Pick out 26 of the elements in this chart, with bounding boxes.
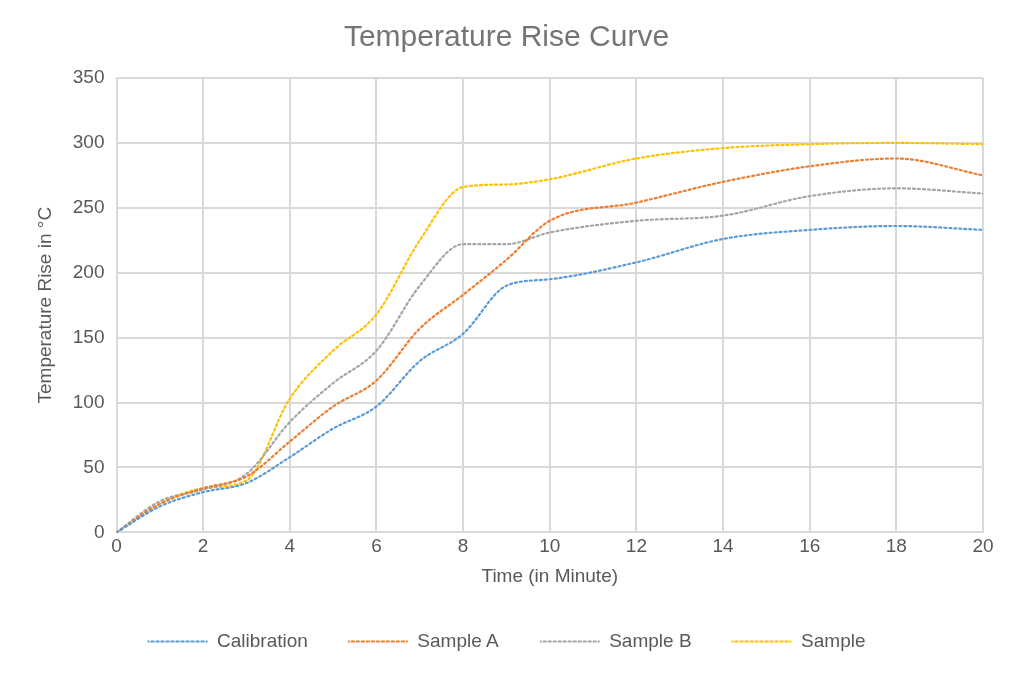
y-tick-label: 350 bbox=[72, 66, 105, 88]
x-axis-title: Time (in Minute) bbox=[481, 564, 619, 586]
y-tick-label: 200 bbox=[72, 260, 105, 282]
legend-label: Sample B bbox=[609, 629, 692, 651]
x-tick-label: 8 bbox=[457, 535, 469, 557]
y-tick-label: 300 bbox=[72, 131, 105, 153]
legend-label: Calibration bbox=[217, 629, 308, 651]
chart-title: Temperature Rise Curve bbox=[343, 19, 670, 53]
x-tick-label: 10 bbox=[539, 535, 561, 557]
y-tick-label: 0 bbox=[93, 520, 105, 542]
x-tick-label: 16 bbox=[799, 535, 821, 557]
x-tick-label: 6 bbox=[371, 535, 382, 557]
y-axis-title: Temperature Rise in °C bbox=[33, 206, 55, 404]
y-tick-label: 100 bbox=[72, 390, 105, 412]
x-tick-label: 18 bbox=[885, 535, 907, 557]
x-tick-label: 14 bbox=[712, 535, 735, 557]
y-tick-label: 50 bbox=[83, 455, 105, 477]
y-tick-label: 250 bbox=[72, 196, 105, 218]
x-tick-label: 4 bbox=[284, 535, 296, 557]
legend-label: Sample bbox=[801, 629, 866, 651]
x-tick-label: 2 bbox=[197, 535, 209, 557]
x-tick-label: 20 bbox=[972, 535, 994, 557]
y-tick-label: 150 bbox=[72, 325, 105, 347]
x-tick-label: 12 bbox=[625, 535, 647, 557]
legend-label: Sample A bbox=[417, 629, 499, 651]
x-tick-label: 0 bbox=[111, 535, 122, 557]
